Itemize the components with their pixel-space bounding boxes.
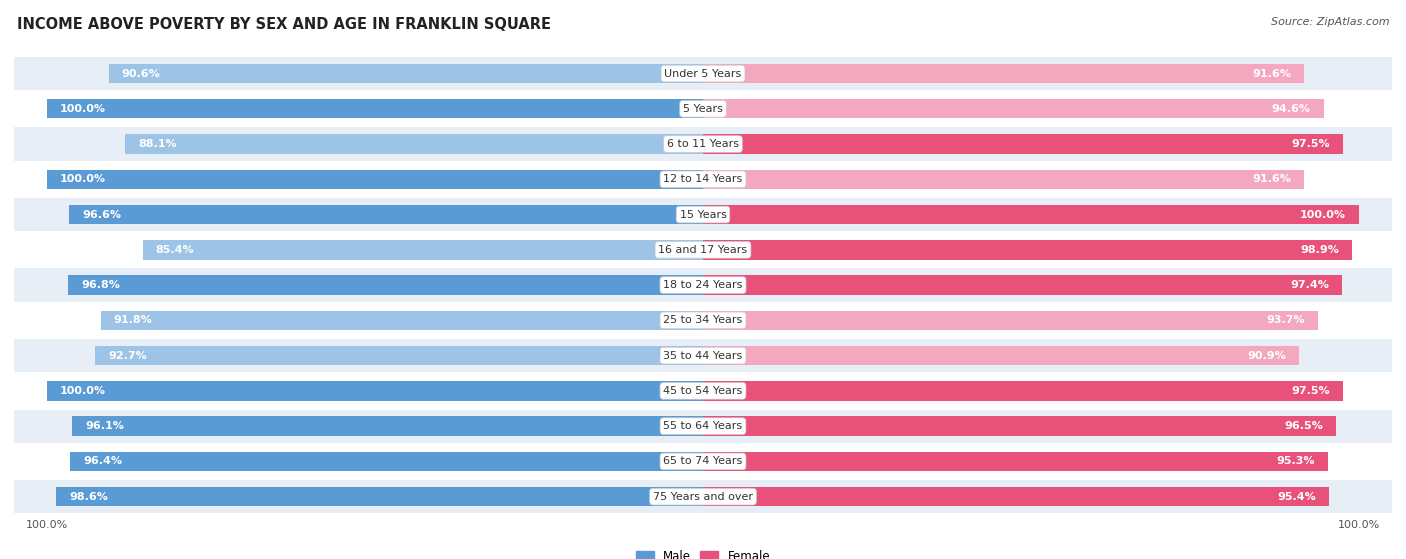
Text: 96.6%: 96.6%: [83, 210, 121, 220]
Text: 6 to 11 Years: 6 to 11 Years: [666, 139, 740, 149]
Legend: Male, Female: Male, Female: [631, 546, 775, 559]
Text: 15 Years: 15 Years: [679, 210, 727, 220]
Text: 90.6%: 90.6%: [122, 69, 160, 78]
Bar: [14, 303, 1392, 338]
Bar: [14, 197, 1392, 232]
Text: Source: ZipAtlas.com: Source: ZipAtlas.com: [1271, 17, 1389, 27]
Text: 88.1%: 88.1%: [138, 139, 177, 149]
Bar: [69, 205, 703, 224]
Bar: [703, 134, 1343, 154]
Bar: [14, 162, 1392, 197]
Text: 85.4%: 85.4%: [156, 245, 194, 255]
Text: 90.9%: 90.9%: [1247, 350, 1286, 361]
Bar: [14, 91, 1392, 126]
Bar: [14, 56, 1392, 91]
Bar: [14, 409, 1392, 444]
Bar: [73, 416, 703, 436]
Bar: [46, 169, 703, 189]
Bar: [703, 346, 1299, 366]
Bar: [67, 276, 703, 295]
Bar: [703, 311, 1317, 330]
Text: Under 5 Years: Under 5 Years: [665, 69, 741, 78]
Bar: [703, 487, 1329, 506]
Text: 100.0%: 100.0%: [1301, 210, 1346, 220]
Text: 93.7%: 93.7%: [1265, 315, 1305, 325]
Text: 98.9%: 98.9%: [1301, 245, 1339, 255]
Text: 91.6%: 91.6%: [1251, 69, 1291, 78]
Bar: [125, 134, 703, 154]
Text: 100.0%: 100.0%: [60, 104, 105, 114]
Bar: [703, 452, 1329, 471]
Text: 16 and 17 Years: 16 and 17 Years: [658, 245, 748, 255]
Bar: [101, 311, 703, 330]
Bar: [14, 267, 1392, 303]
Bar: [46, 99, 703, 119]
Text: INCOME ABOVE POVERTY BY SEX AND AGE IN FRANKLIN SQUARE: INCOME ABOVE POVERTY BY SEX AND AGE IN F…: [17, 17, 551, 32]
Bar: [703, 64, 1303, 83]
Text: 97.5%: 97.5%: [1291, 139, 1330, 149]
Text: 35 to 44 Years: 35 to 44 Years: [664, 350, 742, 361]
Text: 94.6%: 94.6%: [1271, 104, 1310, 114]
Bar: [46, 381, 703, 401]
Text: 12 to 14 Years: 12 to 14 Years: [664, 174, 742, 184]
Bar: [703, 99, 1323, 119]
Text: 5 Years: 5 Years: [683, 104, 723, 114]
Bar: [108, 64, 703, 83]
Bar: [703, 205, 1360, 224]
Bar: [14, 232, 1392, 267]
Bar: [70, 452, 703, 471]
Text: 91.6%: 91.6%: [1251, 174, 1291, 184]
Text: 95.3%: 95.3%: [1277, 456, 1315, 466]
Bar: [14, 479, 1392, 514]
Text: 91.8%: 91.8%: [114, 315, 152, 325]
Text: 45 to 54 Years: 45 to 54 Years: [664, 386, 742, 396]
Text: 96.8%: 96.8%: [82, 280, 120, 290]
Bar: [142, 240, 703, 259]
Text: 96.4%: 96.4%: [83, 456, 122, 466]
Bar: [14, 126, 1392, 162]
Bar: [703, 240, 1353, 259]
Bar: [94, 346, 703, 366]
Bar: [14, 373, 1392, 409]
Text: 92.7%: 92.7%: [108, 350, 146, 361]
Bar: [56, 487, 703, 506]
Text: 75 Years and over: 75 Years and over: [652, 492, 754, 501]
Text: 65 to 74 Years: 65 to 74 Years: [664, 456, 742, 466]
Bar: [14, 338, 1392, 373]
Text: 97.4%: 97.4%: [1291, 280, 1329, 290]
Bar: [14, 444, 1392, 479]
Text: 25 to 34 Years: 25 to 34 Years: [664, 315, 742, 325]
Text: 18 to 24 Years: 18 to 24 Years: [664, 280, 742, 290]
Text: 100.0%: 100.0%: [60, 386, 105, 396]
Bar: [703, 169, 1303, 189]
Text: 100.0%: 100.0%: [60, 174, 105, 184]
Bar: [703, 416, 1336, 436]
Text: 96.1%: 96.1%: [86, 421, 125, 431]
Text: 95.4%: 95.4%: [1277, 492, 1316, 501]
Text: 55 to 64 Years: 55 to 64 Years: [664, 421, 742, 431]
Bar: [703, 276, 1343, 295]
Text: 97.5%: 97.5%: [1291, 386, 1330, 396]
Bar: [703, 381, 1343, 401]
Text: 96.5%: 96.5%: [1284, 421, 1323, 431]
Text: 98.6%: 98.6%: [69, 492, 108, 501]
